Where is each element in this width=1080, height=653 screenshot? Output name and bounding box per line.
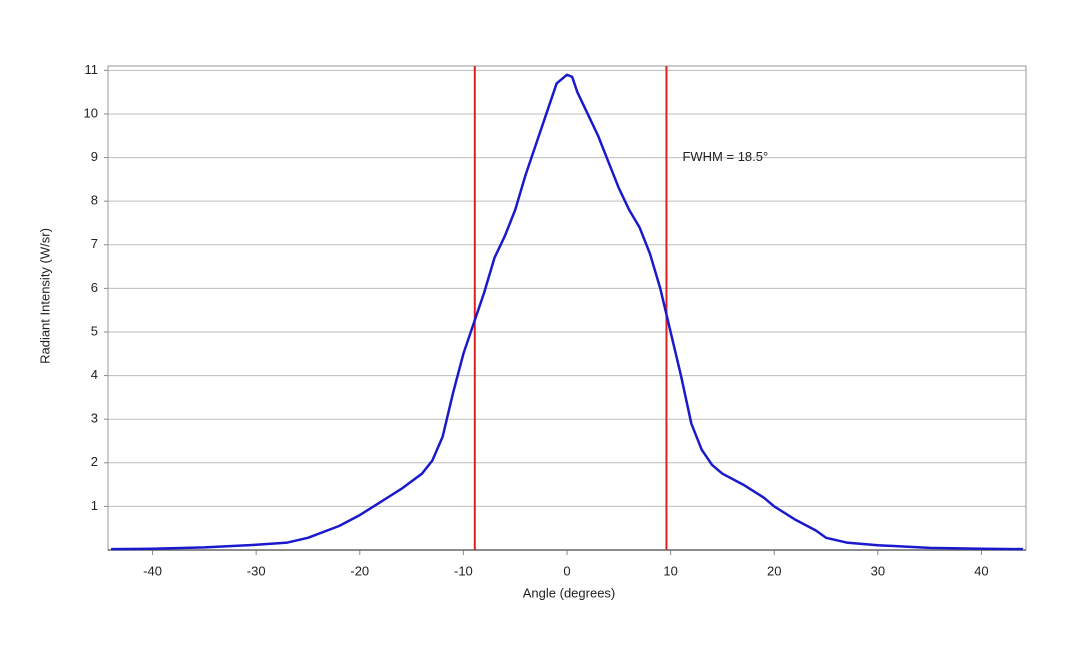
y-tick-label: 9 <box>91 149 98 164</box>
x-tick-label: 30 <box>871 563 885 578</box>
y-tick-label: 11 <box>85 62 99 77</box>
y-tick-label: 2 <box>91 454 98 469</box>
x-tick-label: 0 <box>563 563 570 578</box>
x-tick-label: -30 <box>247 563 266 578</box>
y-tick-label: 10 <box>84 105 98 120</box>
y-tick-label: 4 <box>91 367 98 382</box>
y-tick-label: 5 <box>91 323 98 338</box>
x-axis-label: Angle (degrees) <box>523 585 616 600</box>
y-tick-label: 3 <box>91 411 98 426</box>
x-tick-label: 10 <box>663 563 677 578</box>
y-tick-label: 6 <box>91 280 98 295</box>
y-axis-label: Radiant Intensity (W/sr) <box>37 228 52 364</box>
x-tick-label: -40 <box>143 563 162 578</box>
plot-frame <box>107 65 1027 551</box>
y-tick-label: 1 <box>91 498 98 513</box>
x-tick-label: 40 <box>974 563 988 578</box>
data-line <box>111 73 1023 551</box>
x-tick-label: -10 <box>454 563 473 578</box>
y-tick-label: 8 <box>91 193 98 208</box>
y-tick-label: 7 <box>91 236 98 251</box>
x-tick-label: -20 <box>350 563 369 578</box>
annotation: FWHM = 18.5° <box>682 149 768 164</box>
x-tick-label: 20 <box>767 563 781 578</box>
